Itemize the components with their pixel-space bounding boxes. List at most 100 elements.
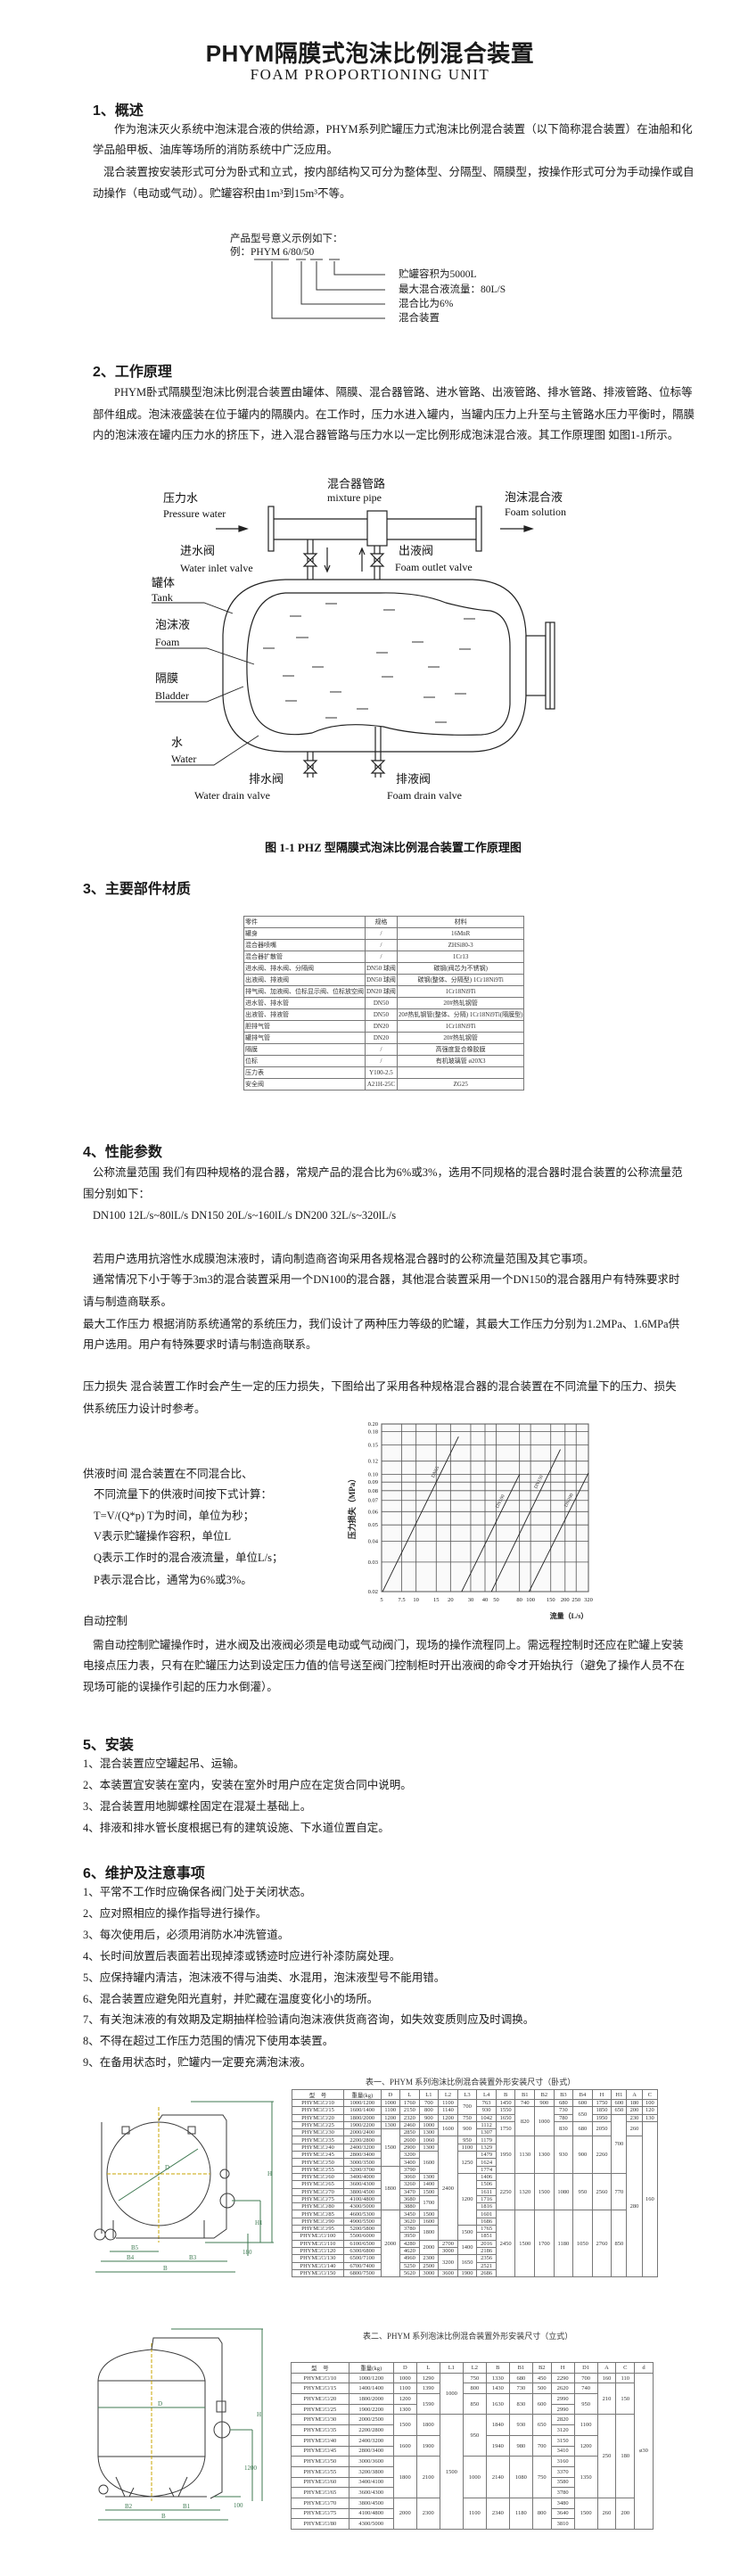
table-cell: 1800 <box>392 2456 417 2498</box>
table-cell: 1100 <box>392 2383 417 2395</box>
table-cell: 180 <box>615 2414 636 2498</box>
table-cell: 2200/2800 <box>342 2136 382 2144</box>
supply-line: 不同流量下的供液时间按下式计算： <box>94 1488 273 1501</box>
table-cell: 6700/7400 <box>342 2261 382 2270</box>
y-tick-label: 0.02 <box>368 1589 378 1595</box>
table-cell: 1000 <box>439 2372 464 2416</box>
table-cell: PHYM□/□/55 <box>291 2465 349 2478</box>
s1-line: 作为泡沫灭火系统中泡沫混合液的供给源，PHYM系列贮罐压力式泡沫比例混合装置（以… <box>114 123 693 136</box>
table-row: PHYM□/□/30 2000/2500 1500 1800 1500 950 1840 93… <box>291 2414 654 2530</box>
page-subtitle: FOAM PROPORTIONING UNIT <box>250 66 490 83</box>
dim-label-D: D <box>165 2164 169 2171</box>
table-cell: 压力表 <box>243 1066 366 1079</box>
table-cell: 1430 <box>485 2383 510 2395</box>
x-tick-label: 10 <box>413 1597 419 1603</box>
x-tick-label: 250 <box>571 1597 580 1603</box>
table-cell: 1800 <box>380 2165 401 2211</box>
table-cell: 930 <box>476 2106 497 2115</box>
table-cell: DN50 球阀 <box>365 974 398 986</box>
table-cell: 1816 <box>476 2202 497 2211</box>
label-foam-solution-cn: 泡沫混合液 <box>505 490 563 504</box>
x-tick-label: 80 <box>516 1597 522 1603</box>
s4-line: 围分别如下： <box>83 1188 151 1200</box>
table-cell: 出液管、排液管 <box>243 1008 366 1021</box>
table-cell: 3200 <box>438 2254 458 2270</box>
table-cell: 2000 <box>392 2497 417 2531</box>
table-cell: 450 <box>531 2372 552 2384</box>
inlet-valve-icon <box>302 553 318 567</box>
model-connector-lines <box>254 259 385 319</box>
table-row: PHYM□/□/35 2200/2800 3120 <box>291 2424 654 2436</box>
table-row: 罐身/16MnR <box>243 927 525 940</box>
column-header: D1 <box>573 2362 598 2374</box>
table-row: PHYM□/□/75 4100/4800 3640 <box>291 2507 654 2520</box>
table-cell: 830 <box>508 2393 533 2416</box>
column-header: B2 <box>531 2362 552 2374</box>
model-flow: 80 <box>291 247 301 258</box>
table-cell: PHYM□/□/65 <box>292 2180 344 2189</box>
table-cell: 碳钢(整体、分隔型) 1Cr18Ni9Ti <box>396 974 525 986</box>
table-cell: 1630 <box>485 2393 510 2416</box>
section-3-heading: 3、主要部件材质 <box>83 882 191 897</box>
dim-label-B4: B4 <box>127 2254 135 2261</box>
table-cell: 2800/3400 <box>348 2445 394 2457</box>
column-header: B1 <box>514 2089 536 2100</box>
table-cell: 2290 <box>550 2372 575 2384</box>
column-header: L3 <box>456 2089 478 2100</box>
table-cell: PHYM□/□/130 <box>292 2254 344 2263</box>
column-header: 重量(kg) <box>342 2089 382 2100</box>
table-cell: 1000 <box>418 2120 440 2130</box>
table-cell: 950 <box>572 2172 593 2211</box>
table-cell: 1100 <box>456 2143 478 2152</box>
table-cell: 1900/2200 <box>348 2403 394 2416</box>
table-cell: PHYM□/□/15 <box>291 2383 349 2395</box>
outlet-valve-icon <box>369 553 385 567</box>
table-cell: PHYM□/□/80 <box>292 2202 344 2211</box>
s4-line: 请与制造商联系。 <box>83 1296 173 1308</box>
table-cell: 740 <box>514 2098 536 2108</box>
dim-label-H-vertical: H <box>257 2411 261 2418</box>
table-row: 胆排气管 DN20 1Cr18Ni9Ti <box>243 1020 525 1033</box>
table-cell: 1329 <box>476 2143 497 2152</box>
table-cell: 1760 <box>399 2098 420 2108</box>
table-cell: PHYM□/□/20 <box>292 2113 344 2122</box>
model-example-prefix: 例： <box>230 247 251 258</box>
table-row: PHYM□/□/20 1800/2000 1200 2320 900 1200 750 104… <box>292 2113 659 2174</box>
table-cell: 1200 <box>456 2172 478 2226</box>
dim-label-H1: H1 <box>255 2219 263 2226</box>
label-mixture-pipe-cn: 混合器管路 <box>327 477 385 490</box>
table-cell: PHYM□/□/70 <box>292 2187 344 2196</box>
table-cell: 750 <box>456 2113 478 2122</box>
table-cell: 混合器喷嘴 <box>243 939 366 951</box>
table-cell: 2000/2400 <box>342 2128 382 2137</box>
table-row: 出液管、排液管 DN50 20#热轧钢管(整体、分隔) 1Cr18Ni9Ti(隔膜型… <box>243 1008 525 1021</box>
table-cell: DN20 <box>365 1032 398 1044</box>
table-cell: 20#热轧钢管 <box>396 997 525 1009</box>
table-cell: 980 <box>508 2434 533 2457</box>
x-tick-label: 7.5 <box>399 1597 406 1603</box>
s1-line: 混合装置按安装形式可分为卧式和立式，按内部结构又可分为整体型、分隔型、隔膜型，按… <box>103 166 695 178</box>
s4-flow-ranges: DN100 12L/s~80lL/s DN150 20L/s~160lL/s D… <box>93 1209 397 1222</box>
table-cell: 930 <box>508 2414 533 2436</box>
table-cell: 600 <box>611 2098 628 2108</box>
s2-line: PHYM卧式隔膜型泡沫比例混合装置由罐体、隔膜、混合器管路、进水管路、出液管路、… <box>114 386 693 399</box>
table-cell: 1300 <box>392 2403 417 2416</box>
model-example: 例：PHYM 6/80/50 <box>230 247 315 258</box>
table-cell: 安全阀 <box>243 1078 366 1090</box>
table-cell: 930 <box>553 2136 574 2174</box>
table-cell: 1700 <box>418 2194 440 2211</box>
table-cell: 3680 <box>399 2194 420 2204</box>
list-item: 4、排液和排水管长度根据已有的建筑设施、下水道位置自定。 <box>83 1822 390 1834</box>
table-cell: PHYM□/□/80 <box>291 2518 349 2530</box>
table-cell: 280 <box>626 2136 643 2278</box>
s4-line: 公称流量范围 我们有四种规格的混合器，常规产品的混合比为6%或3%，选用不同规格… <box>93 1166 683 1179</box>
dim-label-B5: B5 <box>131 2244 139 2251</box>
table-cell: 900 <box>572 2136 593 2174</box>
table-cell: 1400 <box>456 2239 478 2256</box>
table-cell: 1390 <box>415 2383 440 2395</box>
table-cell: 2500 <box>418 2261 440 2270</box>
dim-label-H: H <box>267 2170 272 2177</box>
list-item: 4、长时间放置后表面若出现掉漆或锈迹时应进行补漆防腐处理。 <box>83 1949 401 1963</box>
pressure-loss-chart: 5 7.5 10 15 20 30 40 50 80 100 150 200 250 320 0.02 0.0… <box>347 1421 593 1620</box>
s2-line: 部件组成。泡沫液盛装在位于罐内的隔膜内。在工作时，压力水进入罐内，当罐内压力上升… <box>93 408 695 421</box>
